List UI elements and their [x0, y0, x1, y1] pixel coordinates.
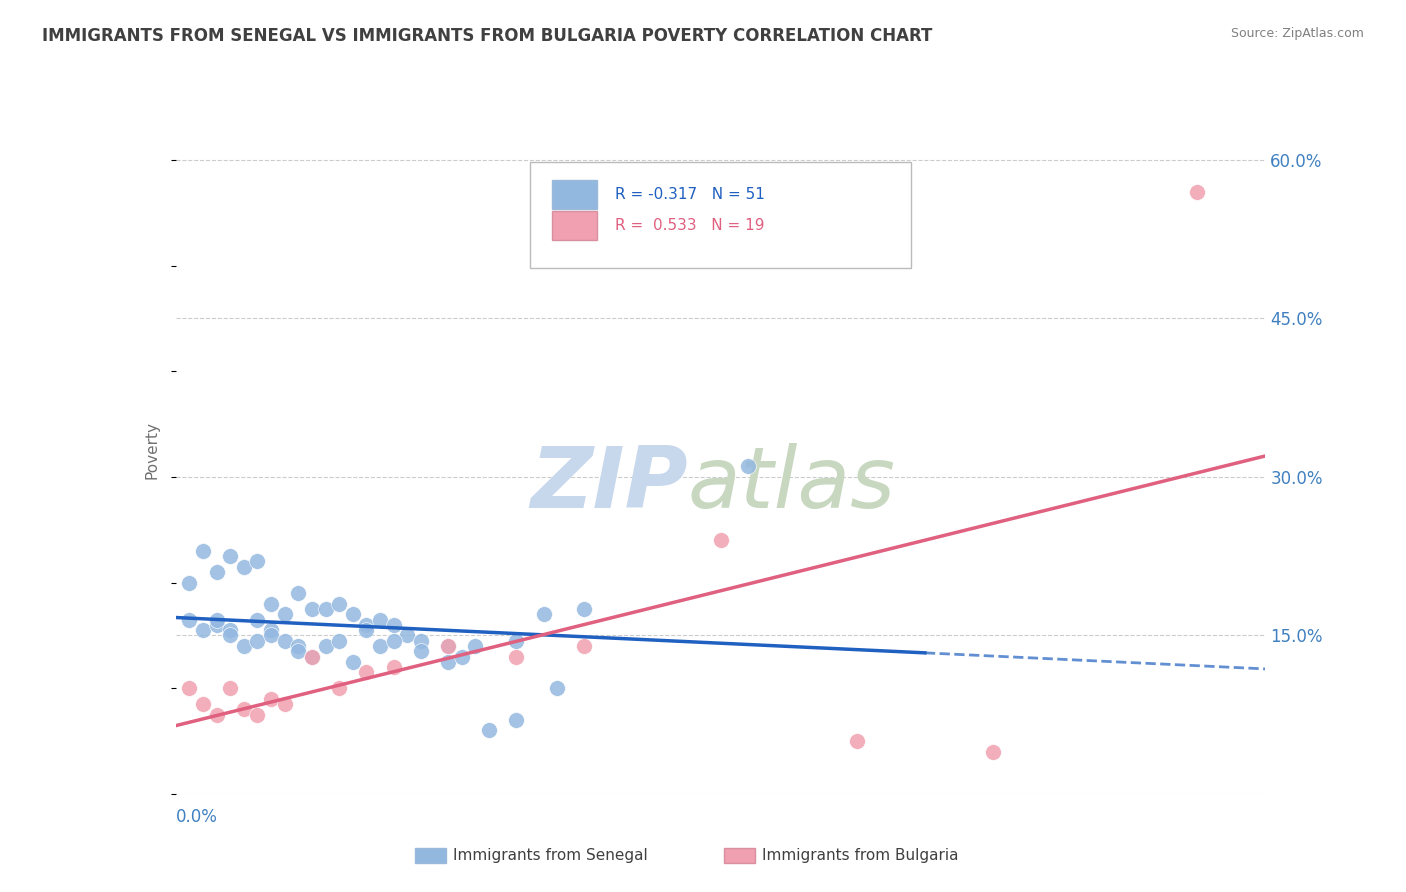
- Point: [710, 533, 733, 548]
- Point: [342, 655, 364, 669]
- Point: [574, 602, 596, 616]
- Point: [1187, 185, 1209, 199]
- Point: [342, 607, 364, 622]
- Point: [464, 639, 486, 653]
- Text: 0.0%: 0.0%: [176, 807, 218, 826]
- Point: [179, 613, 201, 627]
- Point: [315, 602, 337, 616]
- Point: [328, 633, 350, 648]
- Point: [301, 602, 323, 616]
- Text: atlas: atlas: [688, 443, 896, 526]
- Point: [437, 639, 460, 653]
- FancyBboxPatch shape: [551, 211, 598, 240]
- Point: [219, 623, 242, 637]
- Point: [315, 639, 337, 653]
- Point: [533, 607, 555, 622]
- Point: [328, 597, 350, 611]
- Point: [382, 660, 405, 674]
- Text: IMMIGRANTS FROM SENEGAL VS IMMIGRANTS FROM BULGARIA POVERTY CORRELATION CHART: IMMIGRANTS FROM SENEGAL VS IMMIGRANTS FR…: [42, 27, 932, 45]
- Point: [368, 639, 391, 653]
- Text: Immigrants from Senegal: Immigrants from Senegal: [453, 848, 648, 863]
- Point: [478, 723, 501, 738]
- Point: [301, 649, 323, 664]
- Point: [274, 697, 297, 711]
- Y-axis label: Poverty: Poverty: [145, 421, 160, 480]
- Point: [574, 639, 596, 653]
- Point: [260, 597, 283, 611]
- Text: ZIP: ZIP: [530, 443, 688, 526]
- Text: R =  0.533   N = 19: R = 0.533 N = 19: [614, 218, 765, 233]
- Point: [505, 713, 527, 727]
- Point: [368, 613, 391, 627]
- Point: [287, 586, 309, 600]
- Point: [219, 549, 242, 563]
- Point: [274, 633, 297, 648]
- Point: [191, 623, 214, 637]
- Point: [205, 707, 228, 722]
- Point: [205, 613, 228, 627]
- Point: [356, 623, 378, 637]
- Point: [205, 565, 228, 579]
- Point: [219, 681, 242, 696]
- Point: [191, 697, 214, 711]
- Text: Immigrants from Bulgaria: Immigrants from Bulgaria: [762, 848, 959, 863]
- Point: [260, 691, 283, 706]
- Point: [396, 628, 419, 642]
- Point: [232, 559, 254, 574]
- Point: [246, 707, 269, 722]
- Point: [191, 544, 214, 558]
- Point: [981, 745, 1004, 759]
- Point: [737, 459, 759, 474]
- Text: Source: ZipAtlas.com: Source: ZipAtlas.com: [1230, 27, 1364, 40]
- Point: [219, 628, 242, 642]
- Text: R = -0.317   N = 51: R = -0.317 N = 51: [614, 186, 765, 202]
- Point: [505, 649, 527, 664]
- Point: [179, 681, 201, 696]
- Point: [246, 613, 269, 627]
- Point: [232, 639, 254, 653]
- Point: [287, 639, 309, 653]
- Point: [450, 649, 472, 664]
- Point: [409, 644, 432, 658]
- Point: [437, 639, 460, 653]
- Point: [546, 681, 568, 696]
- Point: [437, 655, 460, 669]
- Point: [232, 702, 254, 716]
- Point: [409, 633, 432, 648]
- Point: [356, 617, 378, 632]
- Point: [260, 628, 283, 642]
- Point: [328, 681, 350, 696]
- FancyBboxPatch shape: [551, 180, 598, 209]
- Point: [260, 623, 283, 637]
- Point: [246, 633, 269, 648]
- Point: [382, 633, 405, 648]
- Point: [287, 644, 309, 658]
- Point: [179, 575, 201, 590]
- FancyBboxPatch shape: [530, 162, 911, 268]
- Point: [505, 633, 527, 648]
- Point: [845, 734, 868, 748]
- Point: [301, 649, 323, 664]
- Point: [205, 617, 228, 632]
- Point: [382, 617, 405, 632]
- Point: [246, 554, 269, 568]
- Point: [356, 665, 378, 680]
- Point: [274, 607, 297, 622]
